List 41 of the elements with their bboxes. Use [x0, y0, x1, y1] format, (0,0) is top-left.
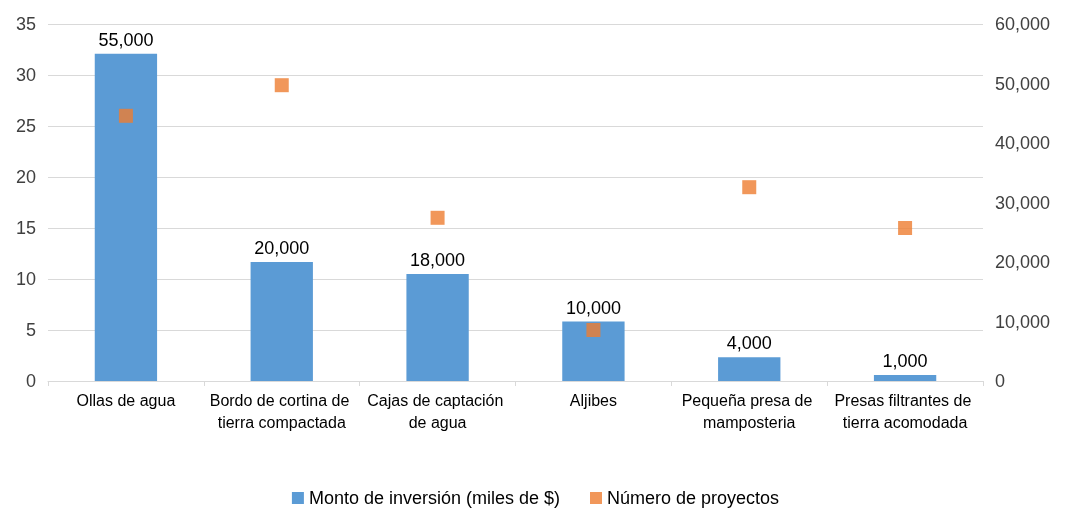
x-tick-label: Cajas de captación de agua	[367, 391, 508, 431]
bar	[718, 357, 781, 381]
y-tick-label: 20	[15, 167, 36, 187]
data-label: 4,000	[726, 333, 772, 354]
point	[898, 221, 913, 235]
y2-tick-label: 40,000	[995, 133, 1051, 153]
y-tick-label: 0	[25, 371, 36, 391]
y-tick-label: 30	[15, 65, 36, 85]
x-tick-label: Aljibes	[569, 391, 617, 409]
x-tick-label: Pequeña presa de mamposteria	[681, 391, 817, 431]
point	[118, 108, 133, 123]
x-tick-label: Bordo de cortina de tierra compactada	[209, 391, 354, 431]
x-tick-label: Presas filtrantes de tierra acomodada	[834, 391, 976, 431]
bar	[406, 273, 469, 381]
y2-tick-label: 10,000	[995, 311, 1051, 332]
bar	[873, 375, 937, 381]
data-label: 1,000	[882, 351, 928, 372]
point	[430, 210, 445, 225]
legend-label: Número de proyectos	[607, 488, 780, 508]
y-tick-label: 25	[15, 116, 36, 136]
data-label: 10,000	[565, 297, 621, 318]
bar	[94, 53, 158, 381]
y2-tick-label: 0	[995, 371, 1006, 391]
y-tick-label: 15	[15, 218, 36, 238]
y-tick-label: 10	[15, 269, 36, 289]
y2-tick-label: 50,000	[995, 73, 1051, 94]
data-label: 20,000	[254, 238, 310, 258]
point	[586, 323, 601, 337]
legend-label: Monto de inversión (miles de $)	[308, 488, 561, 508]
data-label: 55,000	[98, 29, 154, 50]
bar	[562, 321, 625, 381]
point	[742, 180, 757, 195]
data-label: 18,000	[410, 249, 466, 270]
point	[274, 78, 289, 93]
y-tick-label: 35	[15, 14, 36, 34]
x-tick-label: Ollas de agua	[76, 391, 176, 409]
y2-tick-label: 30,000	[995, 192, 1051, 213]
bar	[250, 262, 313, 381]
y2-tick-label: 60,000	[995, 14, 1051, 34]
y2-tick-label: 20,000	[995, 252, 1051, 272]
y-tick-label: 5	[25, 320, 36, 340]
